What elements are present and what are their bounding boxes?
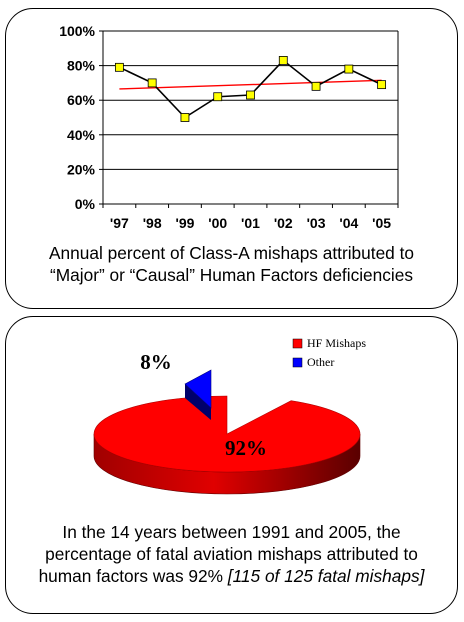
- data-point: [246, 90, 255, 100]
- data-point: [213, 92, 223, 102]
- data-point: [311, 81, 321, 91]
- line-chart-caption: Annual percent of Class-A mishaps attrib…: [6, 242, 457, 286]
- data-point: [377, 80, 387, 90]
- data-point: [147, 78, 157, 88]
- line-chart-panel: 0% 20% 40% 60% 80% 100% '97 '98 '99 '00 '01 '02 '03 '…: [5, 8, 458, 309]
- pie-chart-caption: In the 14 years between 1991 and 2005, t…: [6, 521, 457, 587]
- caption-italic-note: [115 of 125 fatal mishaps]: [227, 566, 425, 586]
- x-tick-label: '01: [241, 215, 260, 231]
- data-point: [114, 62, 124, 72]
- y-tick-label: 40%: [67, 127, 96, 143]
- x-tick-label: '05: [372, 215, 391, 231]
- x-tick-label: '00: [208, 215, 227, 231]
- y-tick-label: 80%: [67, 58, 96, 74]
- caption-text: human factors was 92%: [38, 566, 228, 586]
- caption-line-1: Annual percent of Class-A mishaps attrib…: [48, 243, 415, 263]
- caption-line-3: human factors was 92% [115 of 125 fatal …: [6, 565, 457, 587]
- legend-swatch: [292, 338, 303, 349]
- trendline: [119, 79, 382, 90]
- data-point: [344, 64, 354, 74]
- data-point: [278, 56, 288, 65]
- line-chart: 0% 20% 40% 60% 80% 100% '97 '98 '99 '00 '01 '02 '03 '…: [59, 23, 399, 231]
- x-tick-label: '03: [307, 215, 326, 231]
- legend-swatch: [292, 357, 303, 368]
- pie-chart: 8% 92% HF Mishaps Other: [93, 336, 366, 495]
- legend-label: Other: [307, 355, 334, 369]
- x-tick-label: '99: [175, 215, 194, 231]
- data-point: [180, 113, 190, 122]
- other-slice: [184, 369, 212, 409]
- y-tick-label: 20%: [67, 161, 96, 177]
- plot-area: [103, 31, 398, 204]
- y-tick-label: 100%: [59, 23, 95, 39]
- hf-slice-label: 92%: [225, 436, 267, 460]
- hf-slice: [93, 395, 361, 473]
- caption-line-1: In the 14 years between 1991 and 2005, t…: [62, 522, 401, 542]
- caption-line-2: “Major” or “Causal” Human Factors defici…: [49, 265, 414, 285]
- pie-chart-panel: 8% 92% HF Mishaps Other In the 14 years bet…: [5, 316, 458, 614]
- other-slice-side: [185, 384, 211, 420]
- y-tick-label: 0%: [75, 196, 96, 212]
- y-tick-label: 60%: [67, 92, 96, 108]
- x-tick-label: '98: [143, 215, 162, 231]
- other-slice-label: 8%: [140, 350, 172, 374]
- x-tick-label: '02: [274, 215, 293, 231]
- caption-line-2: percentage of fatal aviation mishaps att…: [45, 544, 418, 564]
- x-tick-label: '04: [339, 215, 358, 231]
- legend-label: HF Mishaps: [307, 336, 366, 350]
- x-tick-label: '97: [110, 215, 129, 231]
